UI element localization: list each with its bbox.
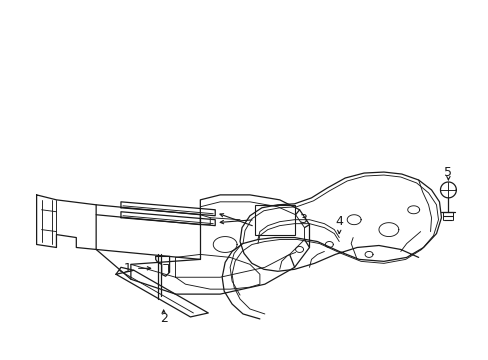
Text: 1: 1: [124, 262, 132, 275]
Text: 4: 4: [335, 215, 343, 228]
Text: 3: 3: [299, 213, 307, 226]
Text: 2: 2: [160, 312, 167, 325]
Text: 5: 5: [444, 166, 451, 179]
Bar: [254, 205, 294, 235]
